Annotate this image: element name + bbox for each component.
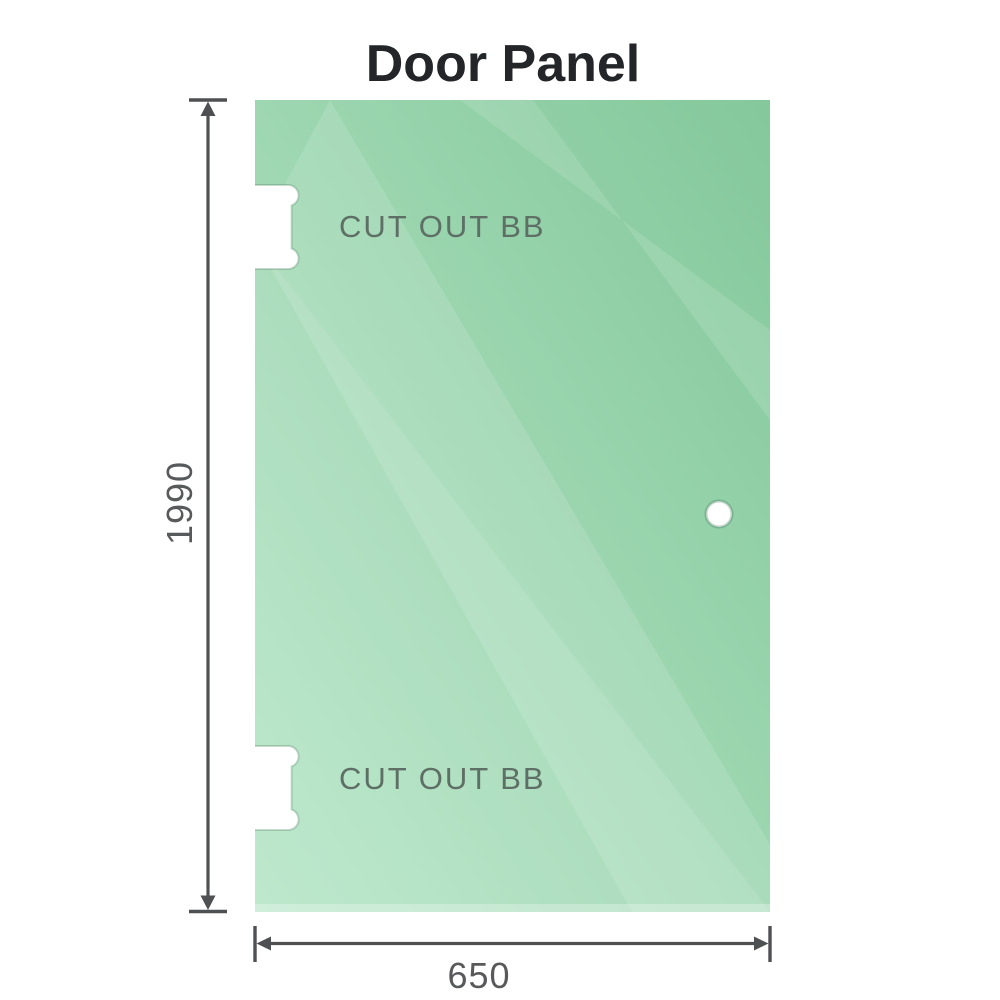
glass-shine-band [255,240,770,912]
width-dimension-label: 650 [447,955,510,996]
height-dimension [189,98,227,914]
handle-hole [704,499,734,529]
glass-panel: CUT OUT BB CUT OUT BB [255,100,770,912]
page-title: Door Panel [366,35,641,93]
arrow-left-icon [256,936,271,951]
hinge-cutouts [255,183,300,832]
arrow-down-icon [200,895,216,910]
bottom-cutout-label: CUT OUT BB [339,761,546,796]
glass-shine [255,100,770,912]
arrow-right-icon [754,936,769,951]
glass-bottom-highlight [255,904,770,912]
width-dimension [253,926,772,962]
arrow-up-icon [200,101,216,116]
top-cutout-label: CUT OUT BB [339,209,546,244]
height-dimension-label: 1990 [159,461,200,545]
glass-panel-body [255,100,770,912]
bottom-hinge-cutout [255,744,300,832]
glass-shine-band [255,100,770,912]
top-hinge-cutout [255,183,300,271]
